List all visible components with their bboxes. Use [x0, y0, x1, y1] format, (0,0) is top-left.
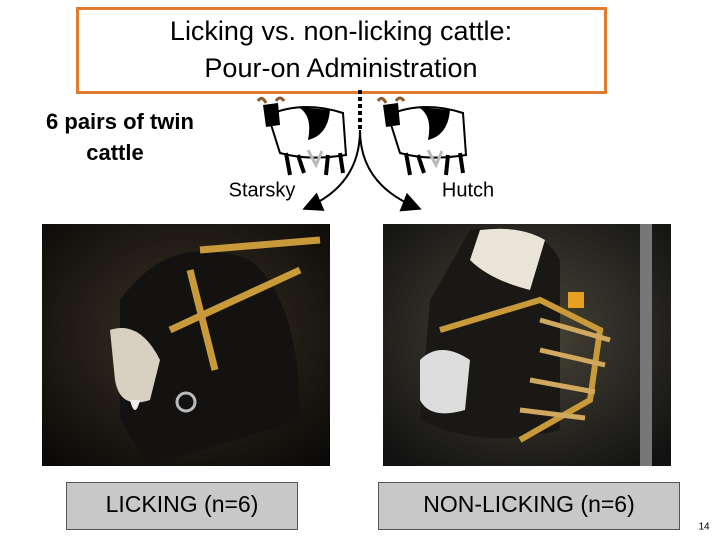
photo-licking	[42, 224, 330, 466]
caption: LICKING (n=6)	[106, 491, 259, 517]
subtitle-line: cattle	[86, 140, 143, 165]
caption-box	[378, 482, 680, 530]
title-box	[76, 7, 607, 94]
arrow	[302, 129, 361, 211]
title-line: Licking vs. non-licking cattle:	[170, 16, 512, 46]
caption-box	[66, 482, 298, 530]
title-line: Pour-on Administration	[204, 53, 477, 83]
subtitle-line: 6 pairs of twin	[46, 109, 194, 134]
arrow	[359, 129, 422, 212]
twin-label: Hutch	[442, 179, 494, 201]
caption: NON-LICKING (n=6)	[423, 491, 635, 517]
photo-non-licking	[383, 224, 671, 466]
twin-label: Starsky	[229, 179, 296, 201]
cow-icon	[376, 96, 468, 176]
cow-icon	[256, 96, 348, 176]
page-number: 14	[698, 522, 710, 533]
